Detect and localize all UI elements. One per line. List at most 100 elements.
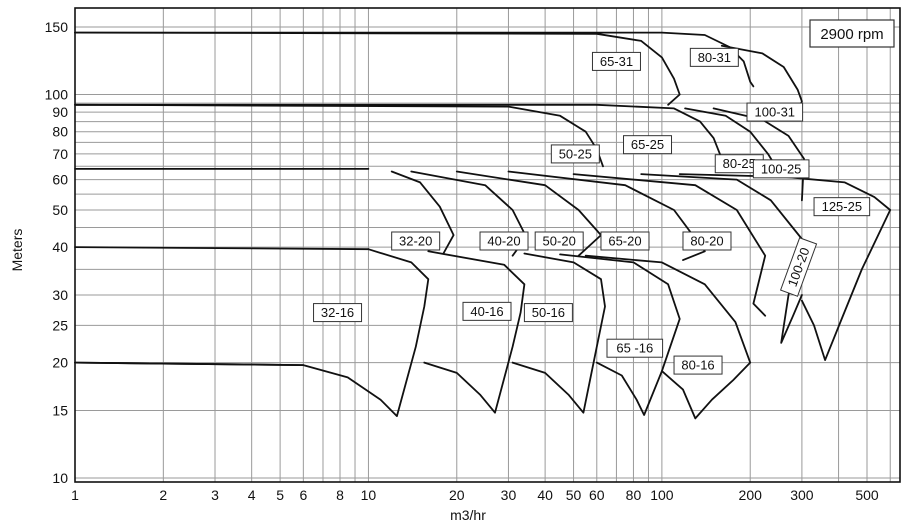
y-tick-label: 90 — [52, 104, 68, 120]
model-label-text: 100-25 — [761, 161, 801, 176]
x-axis-ticks: 1 2 3 4 5 6 8 10 20 30 40 50 60 80 100 200 300 500 — [71, 487, 879, 503]
model-label-box — [779, 237, 818, 297]
y-tick-label: 100 — [45, 87, 69, 103]
model-label-box — [479, 231, 529, 251]
x-tick-label: 4 — [248, 487, 256, 503]
model-label-text: 80-16 — [681, 358, 714, 373]
y-tick-label: 60 — [52, 172, 68, 188]
model-label-text: 80-20 — [690, 233, 723, 248]
model-label-box — [752, 159, 810, 179]
model-label-box — [600, 231, 650, 251]
pump-curves — [74, 31, 892, 420]
curve-125-25 — [678, 173, 892, 361]
x-tick-label: 2 — [159, 487, 167, 503]
x-tick-label: 20 — [449, 487, 465, 503]
model-label-80-31: 80-31 — [689, 47, 739, 67]
model-label-50-16: 50-16 — [523, 303, 573, 323]
model-label-text: 40-16 — [470, 304, 503, 319]
x-axis-label: m3/hr — [450, 507, 486, 523]
curve-32-20 — [390, 170, 455, 255]
y-tick-label: 15 — [52, 402, 68, 418]
curve-80-20 — [572, 173, 767, 317]
plot-frame — [74, 7, 901, 483]
x-tick-label: 200 — [739, 487, 763, 503]
speed-annotation: 2900 rpm — [809, 19, 895, 48]
x-tick-label: 50 — [566, 487, 582, 503]
model-label-text: 65 -16 — [616, 341, 653, 356]
curve-65-20 — [507, 170, 706, 261]
model-label-box — [813, 197, 871, 217]
x-tick-label: 3 — [211, 487, 219, 503]
model-label-box — [591, 51, 641, 71]
x-tick-label: 60 — [589, 487, 605, 503]
curve-50-16 — [511, 252, 606, 414]
model-label-text: 80-25 — [723, 156, 756, 171]
model-labels: 32-16 40-16 50-16 65 -16 80-16 32-20 40-20 50-2… — [313, 47, 871, 375]
y-axis-label: Meters — [9, 229, 25, 272]
model-label-text: 50-25 — [559, 146, 592, 161]
curve-32-16 — [74, 248, 430, 417]
y-tick-label: 30 — [52, 287, 68, 303]
x-tick-label: 10 — [361, 487, 377, 503]
x-tick-label: 6 — [299, 487, 307, 503]
model-label-text: 65-20 — [608, 233, 641, 248]
x-tick-label: 500 — [855, 487, 879, 503]
model-label-box — [550, 144, 600, 164]
model-label-32-20: 32-20 — [391, 231, 441, 251]
y-tick-label: 70 — [52, 146, 68, 162]
model-label-80-25: 80-25 — [714, 154, 764, 174]
model-label-40-16: 40-16 — [462, 301, 512, 321]
model-label-text: 100-31 — [755, 105, 795, 120]
x-tick-label: 300 — [790, 487, 814, 503]
curve-80-16 — [584, 254, 752, 420]
x-tick-label: 40 — [537, 487, 553, 503]
model-label-box — [673, 355, 723, 375]
speed-annotation-box — [809, 19, 895, 48]
model-label-text: 65-25 — [631, 137, 664, 152]
y-tick-label: 150 — [45, 19, 69, 35]
speed-annotation-text: 2900 rpm — [820, 26, 883, 43]
y-tick-label: 20 — [52, 355, 68, 371]
model-label-text: 50-16 — [532, 305, 565, 320]
model-label-box — [746, 102, 804, 122]
model-label-text: 32-16 — [321, 305, 354, 320]
model-label-50-25: 50-25 — [550, 144, 600, 164]
model-label-32-16: 32-16 — [313, 303, 363, 323]
model-label-40-20: 40-20 — [479, 231, 529, 251]
model-label-text: 80-31 — [698, 50, 731, 65]
model-label-box — [313, 303, 363, 323]
model-label-65-16: 65 -16 — [606, 338, 664, 358]
x-tick-label: 100 — [650, 487, 674, 503]
model-label-text: 40-20 — [487, 233, 520, 248]
model-label-50-20: 50-20 — [534, 231, 584, 251]
y-tick-label: 25 — [52, 317, 68, 333]
model-label-box — [682, 231, 732, 251]
model-label-box — [606, 338, 664, 358]
y-tick-label: 40 — [52, 239, 68, 255]
curve-50-20 — [455, 170, 602, 257]
y-tick-label: 80 — [52, 124, 68, 140]
x-tick-label: 5 — [276, 487, 284, 503]
family-shutoff-line — [74, 246, 370, 251]
model-label-80-16: 80-16 — [673, 355, 723, 375]
y-tick-label: 50 — [52, 202, 68, 218]
model-label-65-25: 65-25 — [623, 135, 673, 155]
x-tick-label: 1 — [71, 487, 79, 503]
y-tick-label: 10 — [52, 470, 68, 486]
model-label-125-25: 125-25 — [813, 197, 871, 217]
model-label-text: 125-25 — [822, 199, 862, 214]
x-tick-label: 30 — [501, 487, 517, 503]
model-label-100-25: 100-25 — [752, 159, 810, 179]
x-tick-label: 8 — [336, 487, 344, 503]
model-label-box — [523, 303, 573, 323]
model-label-text: 50-20 — [543, 233, 576, 248]
model-label-box — [623, 135, 673, 155]
model-label-box — [534, 231, 584, 251]
curve-40-16 — [423, 250, 526, 414]
model-label-65-31: 65-31 — [591, 51, 641, 71]
model-label-text: 32-20 — [399, 233, 432, 248]
model-label-box — [391, 231, 441, 251]
model-label-100-31: 100-31 — [746, 102, 804, 122]
